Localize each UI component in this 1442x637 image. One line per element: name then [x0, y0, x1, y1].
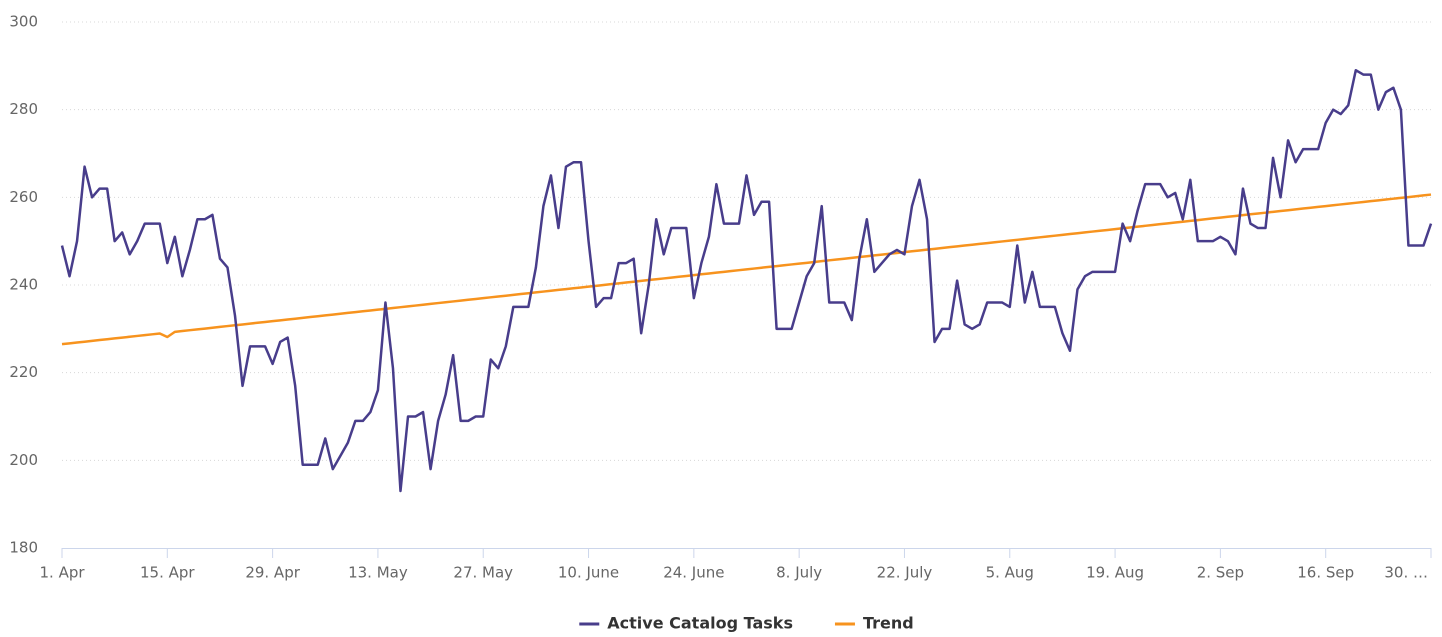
x-tick-label: 30. … [1384, 564, 1428, 582]
y-tick-label: 200 [9, 451, 38, 469]
y-tick-label: 220 [9, 363, 38, 381]
x-tick-label: 24. June [663, 564, 724, 582]
x-tick-label: 2. Sep [1197, 564, 1244, 582]
x-tick-label: 5. Aug [986, 564, 1034, 582]
legend: Active Catalog Tasks Trend [579, 614, 914, 633]
line-series [60, 68, 1433, 493]
line-series [61, 193, 1432, 346]
legend-label: Active Catalog Tasks [607, 614, 793, 633]
x-tick-label: 19. Aug [1086, 564, 1144, 582]
x-tick-label: 29. Apr [245, 564, 300, 582]
x-tick-label: 8. July [776, 564, 822, 582]
legend-label: Trend [863, 614, 914, 633]
y-tick-label: 260 [9, 188, 38, 206]
x-tick-label: 10. June [558, 564, 619, 582]
x-tick-label: 27. May [453, 564, 513, 582]
x-tick-label: 1. Apr [39, 564, 85, 582]
y-tick-label: 280 [9, 100, 38, 118]
x-tick-label: 15. Apr [140, 564, 195, 582]
x-tick-label: 16. Sep [1297, 564, 1354, 582]
x-tick-label: 13. May [348, 564, 408, 582]
x-tick-label: 22. July [877, 564, 933, 582]
y-tick-label: 180 [9, 539, 38, 557]
y-tick-label: 300 [9, 13, 38, 31]
y-tick-label: 240 [9, 276, 38, 294]
